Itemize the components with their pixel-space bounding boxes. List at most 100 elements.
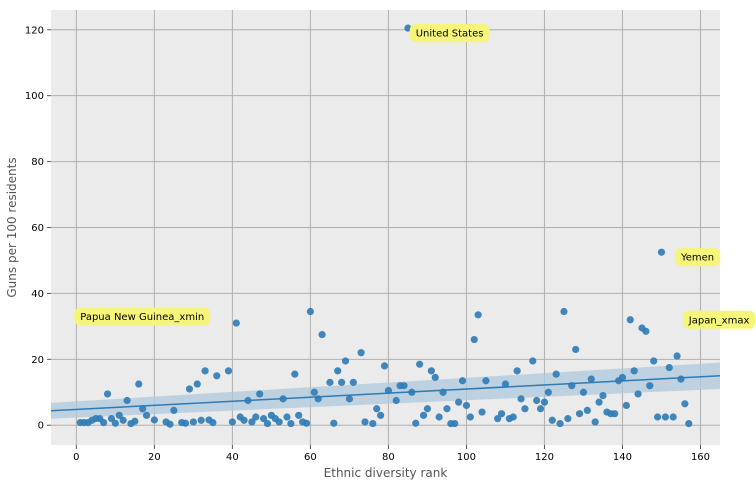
data-point xyxy=(583,406,591,414)
y-axis-ticks: 0 20 40 60 80 100 120 xyxy=(25,25,51,432)
annotation-box xyxy=(409,24,490,43)
data-point xyxy=(661,413,669,421)
x-axis-label: Ethnic diversity rank xyxy=(324,466,448,480)
data-point xyxy=(642,327,650,335)
data-point xyxy=(373,405,381,413)
data-point xyxy=(423,405,432,413)
data-point xyxy=(135,380,143,388)
data-point xyxy=(263,419,272,428)
data-point xyxy=(392,396,400,405)
data-point xyxy=(181,419,190,427)
data-point xyxy=(100,418,108,427)
data-point xyxy=(575,410,584,418)
data-point xyxy=(665,363,673,372)
data-point xyxy=(213,372,221,380)
data-point xyxy=(657,248,666,256)
data-point xyxy=(111,419,119,427)
data-point xyxy=(685,419,693,428)
data-point xyxy=(494,415,502,423)
data-point xyxy=(540,398,549,406)
data-point xyxy=(103,390,112,398)
data-point xyxy=(185,385,194,393)
data-point xyxy=(131,417,139,425)
data-point xyxy=(170,406,178,414)
data-point xyxy=(197,416,205,424)
data-point xyxy=(497,410,506,418)
data-point xyxy=(568,382,576,390)
regression-line xyxy=(50,375,721,412)
data-point xyxy=(466,413,474,421)
annotation-text: Japan_xmax xyxy=(688,315,750,326)
data-point xyxy=(240,416,248,424)
data-point xyxy=(595,398,603,406)
annotations: United States Yemen Papua New Guinea_xmin J… xyxy=(74,24,756,329)
data-point xyxy=(306,307,315,316)
data-point xyxy=(517,395,525,403)
x-tick-label: 0 xyxy=(73,452,79,463)
data-point xyxy=(548,416,556,424)
data-point xyxy=(123,396,131,405)
data-point xyxy=(318,331,326,339)
y-tick-label: 100 xyxy=(25,91,44,102)
x-tick-label: 100 xyxy=(457,452,476,463)
data-point xyxy=(334,367,342,375)
data-point xyxy=(419,411,428,419)
data-point xyxy=(478,408,486,416)
data-point xyxy=(119,416,127,424)
data-point xyxy=(564,415,572,423)
data-point xyxy=(361,418,369,426)
y-tick-label: 20 xyxy=(31,355,44,366)
data-point xyxy=(634,390,642,398)
data-point xyxy=(599,391,607,400)
data-point xyxy=(653,413,662,421)
data-point xyxy=(536,405,545,413)
data-point xyxy=(201,367,209,375)
data-point xyxy=(404,24,412,32)
data-point xyxy=(626,316,634,324)
data-point xyxy=(451,419,459,428)
data-point xyxy=(377,411,385,419)
data-point xyxy=(630,367,638,375)
annotation-label: United States xyxy=(409,24,490,43)
data-point xyxy=(669,413,677,421)
data-point xyxy=(228,418,236,426)
data-point xyxy=(509,413,517,421)
data-point xyxy=(650,357,658,365)
data-point xyxy=(244,396,252,405)
data-point xyxy=(345,395,354,403)
data-point xyxy=(673,352,681,360)
annotation-label: Yemen xyxy=(674,248,721,267)
data-point xyxy=(259,415,268,423)
annotation-label: Papua New Guinea_xmin xyxy=(74,307,211,326)
annotation-box xyxy=(682,310,756,329)
data-point xyxy=(455,398,463,406)
data-point xyxy=(150,416,158,424)
y-tick-label: 60 xyxy=(31,223,44,234)
x-tick-label: 120 xyxy=(535,452,554,463)
data-point xyxy=(587,375,595,383)
data-point xyxy=(248,418,256,426)
data-point xyxy=(591,418,599,426)
annotation-text: Papua New Guinea_xmin xyxy=(80,312,204,323)
data-point xyxy=(287,419,295,428)
data-point xyxy=(166,420,174,428)
data-point xyxy=(552,370,560,378)
data-point xyxy=(330,419,338,427)
data-point xyxy=(533,396,541,405)
data-point xyxy=(482,377,490,385)
data-point xyxy=(189,418,197,426)
annotation-box xyxy=(674,248,721,267)
data-point xyxy=(622,401,630,410)
y-tick-label: 80 xyxy=(31,157,44,168)
grid-lines xyxy=(51,10,720,445)
x-tick-label: 40 xyxy=(226,452,239,463)
data-point xyxy=(310,388,318,396)
data-point xyxy=(357,349,365,357)
data-point xyxy=(677,375,685,383)
y-tick-label: 120 xyxy=(25,25,44,36)
data-point xyxy=(193,380,201,388)
data-point xyxy=(139,405,147,413)
data-point xyxy=(427,367,435,375)
x-tick-label: 60 xyxy=(304,452,317,463)
